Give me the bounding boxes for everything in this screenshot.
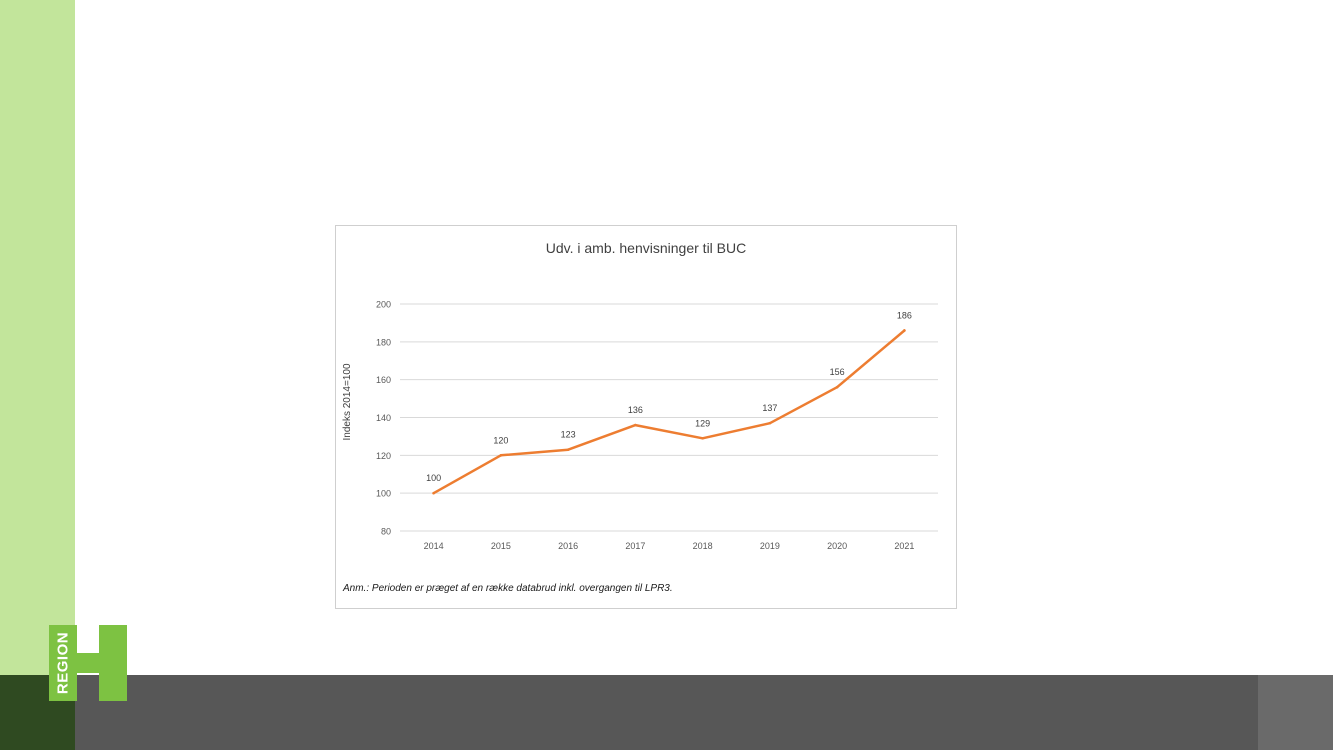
logo-text: REGION	[54, 631, 72, 695]
x-tick-label-2019: 2019	[760, 541, 780, 551]
x-tick-label-2016: 2016	[558, 541, 578, 551]
data-label-2017: 136	[628, 405, 643, 415]
chart-note: Anm.: Perioden er præget af en række dat…	[343, 583, 673, 594]
series	[432, 329, 906, 495]
x-tick-label-2021: 2021	[894, 541, 914, 551]
left-accent-band	[0, 0, 75, 675]
data-point-2016	[566, 448, 570, 451]
y-tick-label-180: 180	[376, 337, 391, 347]
data-point-2014	[432, 491, 435, 495]
footer-bar	[0, 675, 1333, 750]
gridlines	[400, 303, 938, 532]
y-tick-label-100: 100	[376, 489, 391, 499]
data-label-2018: 129	[695, 418, 710, 428]
x-tick-label-2015: 2015	[491, 541, 511, 551]
y-tick-label-200: 200	[376, 300, 391, 310]
data-point-2020	[835, 385, 839, 389]
data-label-2020: 156	[830, 367, 845, 377]
data-point-2015	[499, 454, 503, 457]
x-tick-label-2017: 2017	[625, 541, 645, 551]
x-tick-label-2018: 2018	[693, 541, 713, 551]
y-axis-label: Indeks 2014=100	[342, 363, 353, 440]
data-point-2021	[903, 329, 906, 332]
region-h-logo: REGION	[49, 625, 127, 701]
data-label-2016: 123	[561, 430, 576, 440]
data-point-2018	[701, 437, 704, 440]
series-line-0	[432, 329, 906, 495]
y-tick-label-160: 160	[376, 375, 391, 385]
data-label-2019: 137	[762, 403, 777, 413]
data-point-2017	[634, 423, 637, 427]
x-tick-label-2014: 2014	[424, 541, 444, 551]
region-h-logo-shape	[49, 625, 127, 701]
y-tick-label-80: 80	[381, 527, 391, 537]
x-tick-labels: 2014 2015 2016 2017 2018 2019 2020 2021	[424, 541, 915, 551]
y-tick-label-140: 140	[376, 413, 391, 423]
data-label-2021: 186	[897, 310, 912, 320]
data-label-2015: 120	[493, 435, 508, 445]
line-chart: Udv. i amb. henvisninger til BUC Indeks …	[342, 240, 938, 551]
chart-panel: Udv. i amb. henvisninger til BUC Indeks …	[335, 225, 957, 609]
data-labels: 100 120 123 136 129 137 156 186	[426, 310, 912, 483]
data-label-2014: 100	[426, 473, 441, 483]
y-tick-label-120: 120	[376, 451, 391, 461]
footer-right-block	[1258, 675, 1333, 750]
chart-title: Udv. i amb. henvisninger til BUC	[546, 240, 746, 256]
data-point-2019	[768, 421, 772, 425]
x-tick-label-2020: 2020	[827, 541, 847, 551]
y-tick-labels: 80 100 120 140 160 180 200	[376, 300, 391, 537]
